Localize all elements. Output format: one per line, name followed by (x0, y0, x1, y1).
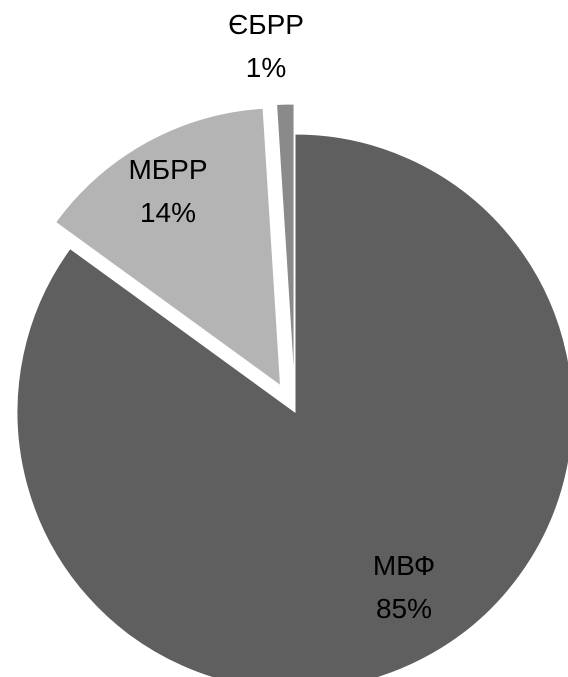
pie-slice-2 (54, 107, 282, 387)
slice-percent-label: 85% (376, 593, 432, 624)
pie-slice-1 (16, 133, 568, 677)
slice-name-label: МВФ (373, 550, 435, 581)
pie-slice-3 (276, 103, 295, 383)
slice-percent-label: 1% (246, 52, 286, 83)
slice-percent-label: 14% (140, 197, 196, 228)
slice-name-label: ЄБРР (228, 9, 304, 40)
slice-name-label: МБРР (128, 154, 207, 185)
pie-labels: МВФ 85% МБРР 14% ЄБРР 1% (128, 9, 435, 624)
pie-slices (16, 103, 568, 677)
